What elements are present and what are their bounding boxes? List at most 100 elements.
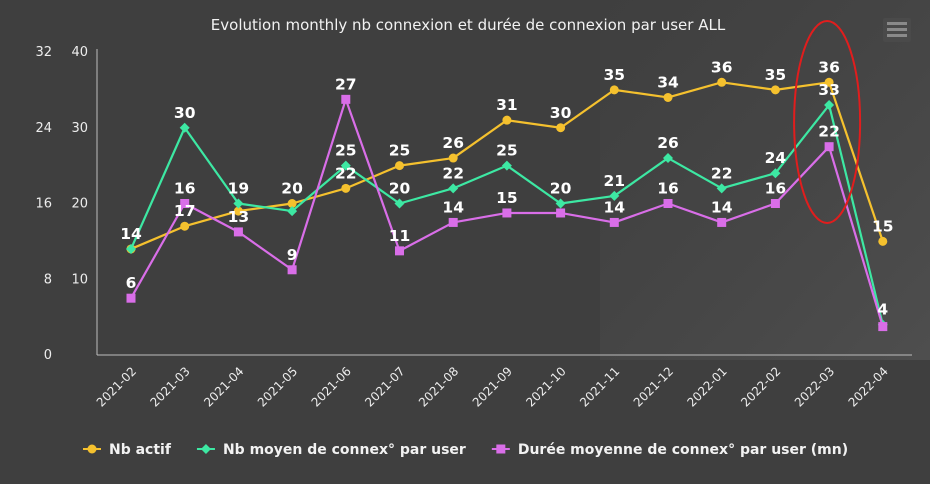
data-point-square[interactable]: [180, 199, 190, 208]
chart-highlight: [793, 20, 862, 224]
y-axis-right-tick-label: 30: [71, 121, 88, 136]
chart-data-labels: 17 20 22 25 26 31 30 35 34 36 35 36 15 14 30 19 25 20 22 25…: [120, 58, 893, 318]
data-point-circle[interactable]: [878, 236, 888, 246]
data-point-square[interactable]: [126, 293, 136, 303]
data-label: 11: [389, 227, 411, 245]
series-3: [126, 94, 888, 332]
data-point-square[interactable]: [770, 199, 780, 208]
chart-title: Evolution monthly nb connexion et durée …: [211, 16, 726, 34]
data-label: 6: [126, 274, 137, 292]
data-point-circle[interactable]: [717, 77, 727, 87]
data-point-circle[interactable]: [824, 77, 834, 87]
data-label: 16: [174, 180, 196, 198]
legend-item-1[interactable]: Nb actif: [83, 442, 172, 458]
data-point-circle[interactable]: [287, 199, 297, 208]
legend-label: Durée moyenne de connex° par user (mn): [518, 442, 848, 458]
data-point-circle[interactable]: [341, 183, 351, 193]
highlight-ellipse: [793, 20, 862, 224]
data-label: 33: [818, 81, 840, 99]
data-label: 20: [389, 180, 411, 198]
data-point-square[interactable]: [233, 227, 243, 237]
data-point-circle[interactable]: [502, 115, 512, 125]
y-axis-right-tick-label: 10: [71, 272, 88, 287]
data-point-circle[interactable]: [556, 123, 566, 133]
data-point-diamond[interactable]: [287, 206, 298, 217]
y-axis-left-tick-label: 0: [44, 348, 52, 363]
data-label: 22: [818, 123, 840, 141]
legend-label: Nb moyen de connex° par user: [223, 442, 466, 458]
data-point-diamond[interactable]: [340, 160, 351, 171]
data-label: 21: [604, 172, 626, 190]
data-point-circle[interactable]: [395, 161, 404, 171]
data-label: 36: [711, 58, 733, 76]
data-label: 22: [335, 164, 357, 182]
data-label: 14: [442, 198, 464, 216]
data-point-diamond[interactable]: [200, 444, 211, 454]
data-label: 34: [657, 73, 679, 91]
data-label: 14: [711, 198, 733, 216]
data-point-diamond[interactable]: [233, 198, 244, 209]
data-label: 31: [496, 96, 518, 114]
data-label: 20: [281, 180, 303, 198]
data-point-square[interactable]: [395, 246, 404, 256]
data-label: 14: [120, 225, 142, 243]
data-point-diamond[interactable]: [501, 160, 512, 171]
y-axis-right-tick-label: 20: [71, 197, 88, 212]
data-point-square[interactable]: [824, 142, 834, 152]
legend-item-2[interactable]: Nb moyen de connex° par user: [196, 442, 466, 458]
data-label: 19: [228, 180, 250, 198]
data-point-square[interactable]: [341, 94, 351, 104]
data-point-circle[interactable]: [233, 206, 243, 216]
data-point-square[interactable]: [878, 322, 888, 332]
data-label: 26: [442, 134, 464, 152]
data-label: 36: [818, 58, 840, 76]
data-point-square[interactable]: [502, 208, 512, 218]
data-label: 16: [657, 180, 679, 198]
data-label: 35: [765, 66, 787, 84]
chart-series: [126, 77, 888, 332]
data-point-diamond[interactable]: [394, 198, 405, 209]
legend-label: Nb actif: [109, 442, 172, 458]
data-label: 9: [287, 246, 298, 264]
chart-legend: Nb actif Nb moyen de connex° par user Duré…: [83, 442, 848, 458]
data-point-diamond[interactable]: [126, 243, 136, 254]
data-point-circle[interactable]: [448, 153, 458, 163]
data-point-square[interactable]: [663, 199, 673, 208]
data-point-square[interactable]: [448, 217, 458, 227]
data-label: 30: [174, 104, 196, 122]
data-point-circle[interactable]: [180, 221, 190, 231]
data-point-square[interactable]: [717, 217, 727, 227]
data-point-diamond[interactable]: [716, 183, 727, 194]
data-label: 25: [496, 142, 518, 160]
data-point-diamond[interactable]: [824, 100, 835, 111]
data-point-square[interactable]: [496, 444, 506, 454]
data-label: 26: [657, 134, 679, 152]
data-point-diamond[interactable]: [179, 122, 190, 133]
y-axis-left-tick-label: 32: [35, 45, 52, 60]
data-label: 14: [604, 198, 626, 216]
data-label: 20: [550, 180, 572, 198]
legend-item-3[interactable]: Durée moyenne de connex° par user (mn): [491, 442, 848, 458]
data-label: 13: [228, 208, 250, 226]
data-point-circle[interactable]: [609, 85, 619, 95]
data-point-square[interactable]: [609, 217, 619, 227]
data-point-circle[interactable]: [770, 85, 780, 95]
data-point-square[interactable]: [287, 265, 297, 275]
data-label: 16: [765, 180, 787, 198]
data-point-diamond[interactable]: [663, 153, 673, 164]
data-point-square[interactable]: [556, 208, 566, 218]
chart-menu-button[interactable]: [883, 18, 911, 42]
hamburger-menu-icon: [887, 22, 907, 37]
data-point-circle[interactable]: [87, 444, 97, 454]
series-2: [126, 100, 888, 330]
data-point-diamond[interactable]: [448, 183, 459, 194]
data-point-circle[interactable]: [663, 92, 673, 102]
data-point-diamond[interactable]: [555, 198, 566, 209]
y-axis-left-tick-label: 16: [35, 197, 52, 212]
data-point-diamond[interactable]: [609, 190, 620, 201]
y-axis-right-tick-label: 40: [71, 45, 88, 60]
data-point-diamond[interactable]: [770, 168, 781, 179]
y-axis-left-tick-label: 24: [35, 121, 52, 136]
